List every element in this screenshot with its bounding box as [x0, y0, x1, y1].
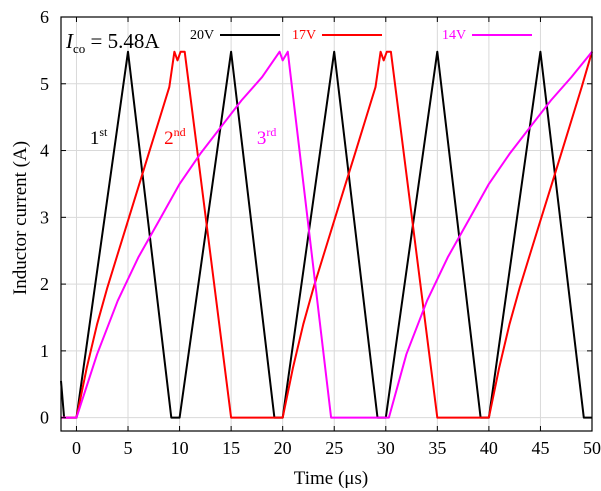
y-axis-label: Inductor current (A) — [10, 141, 31, 295]
x-axis-label: Time (μs) — [294, 468, 368, 489]
legend: 20V 17V 14V — [190, 28, 532, 43]
x-tick-label: 35 — [428, 438, 446, 458]
x-tick-label: 0 — [72, 438, 81, 458]
x-tick-label: 40 — [480, 438, 498, 458]
y-tick-label: 3 — [40, 207, 49, 227]
plot-frame — [60, 16, 593, 432]
y-tick-label: 4 — [40, 141, 49, 161]
series-line-20V — [60, 50, 592, 419]
curve-label: 2nd — [164, 125, 186, 149]
curve-label: 1st — [90, 125, 108, 149]
x-tick-label: 15 — [222, 438, 240, 458]
x-tick-label: 10 — [171, 438, 189, 458]
grid-lines — [61, 16, 593, 431]
y-tick-label: 6 — [40, 7, 49, 27]
series-line-17V — [61, 50, 593, 419]
curve-labels: 1st 2nd 3rd — [90, 125, 277, 149]
legend-label: 14V — [442, 28, 466, 43]
series-lines — [60, 50, 593, 419]
annotation-text: Ico = 5.48A — [65, 29, 160, 56]
y-tick-label: 5 — [40, 74, 49, 94]
legend-label: 20V — [190, 28, 214, 43]
legend-label: 17V — [292, 28, 316, 43]
x-tick-label: 30 — [377, 438, 395, 458]
x-tick-label: 25 — [325, 438, 343, 458]
series-line-14V — [61, 50, 593, 419]
y-tick-label: 1 — [40, 341, 49, 361]
x-tick-label: 20 — [274, 438, 292, 458]
x-tick-label: 5 — [124, 438, 133, 458]
y-tick-label: 0 — [40, 408, 49, 428]
y-tick-label: 2 — [40, 274, 49, 294]
current-annotation: Ico = 5.48A — [65, 29, 160, 56]
curve-label: 3rd — [257, 125, 277, 149]
x-tick-label: 50 — [583, 438, 601, 458]
x-tick-label: 45 — [531, 438, 549, 458]
